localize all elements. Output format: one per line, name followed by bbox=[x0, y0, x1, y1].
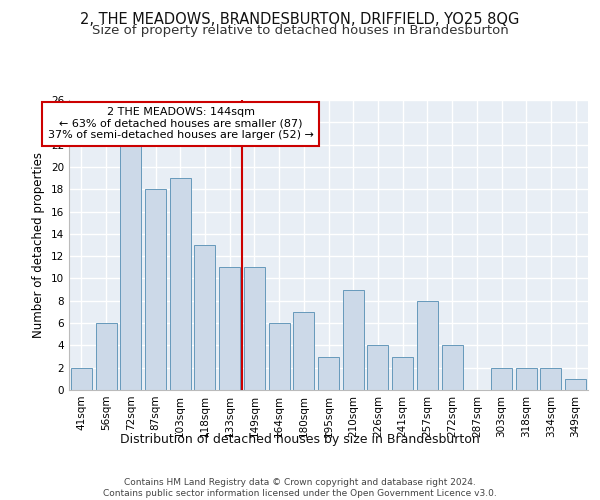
Text: Distribution of detached houses by size in Brandesburton: Distribution of detached houses by size … bbox=[120, 432, 480, 446]
Bar bbox=[293, 312, 314, 390]
Bar bbox=[565, 379, 586, 390]
Text: 2, THE MEADOWS, BRANDESBURTON, DRIFFIELD, YO25 8QG: 2, THE MEADOWS, BRANDESBURTON, DRIFFIELD… bbox=[80, 12, 520, 28]
Bar bbox=[95, 323, 116, 390]
Bar bbox=[343, 290, 364, 390]
Bar bbox=[541, 368, 562, 390]
Bar bbox=[244, 268, 265, 390]
Bar bbox=[269, 323, 290, 390]
Bar bbox=[491, 368, 512, 390]
Text: Contains HM Land Registry data © Crown copyright and database right 2024.
Contai: Contains HM Land Registry data © Crown c… bbox=[103, 478, 497, 498]
Text: Size of property relative to detached houses in Brandesburton: Size of property relative to detached ho… bbox=[92, 24, 508, 37]
Bar bbox=[71, 368, 92, 390]
Y-axis label: Number of detached properties: Number of detached properties bbox=[32, 152, 46, 338]
Bar bbox=[145, 189, 166, 390]
Text: 2 THE MEADOWS: 144sqm
← 63% of detached houses are smaller (87)
37% of semi-deta: 2 THE MEADOWS: 144sqm ← 63% of detached … bbox=[47, 108, 314, 140]
Bar bbox=[516, 368, 537, 390]
Bar bbox=[442, 346, 463, 390]
Bar bbox=[219, 268, 240, 390]
Bar bbox=[367, 346, 388, 390]
Bar bbox=[417, 301, 438, 390]
Bar bbox=[318, 356, 339, 390]
Bar bbox=[120, 144, 141, 390]
Bar bbox=[194, 245, 215, 390]
Bar bbox=[392, 356, 413, 390]
Bar bbox=[170, 178, 191, 390]
